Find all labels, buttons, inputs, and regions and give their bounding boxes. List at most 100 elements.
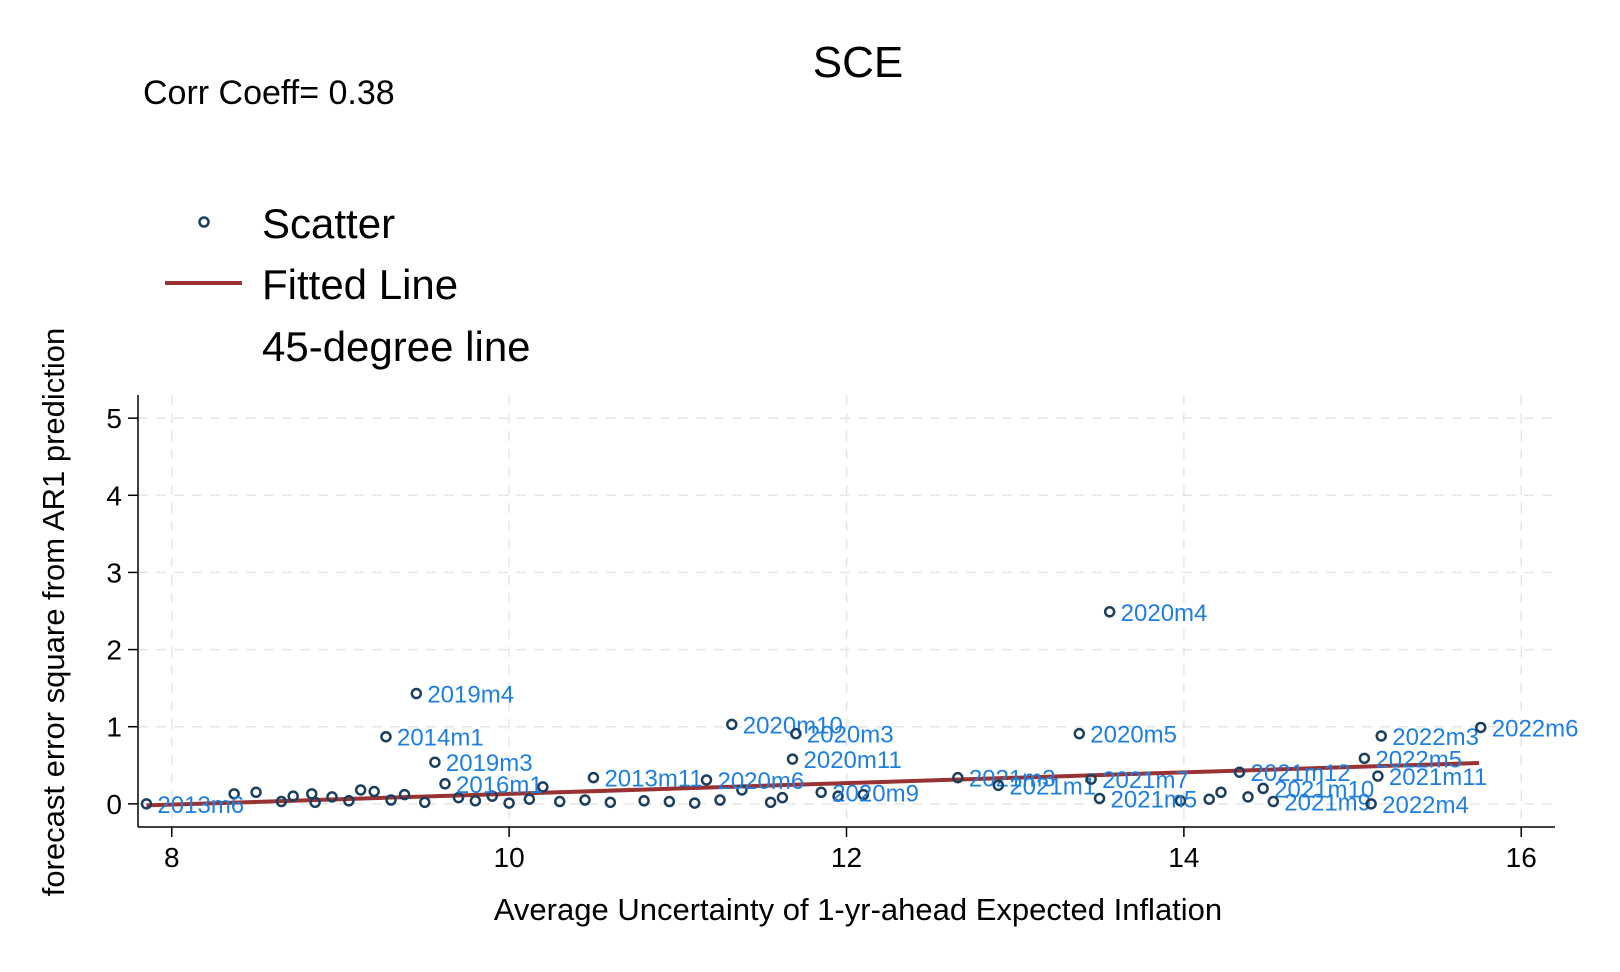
point-label: 2021m1 bbox=[1009, 773, 1096, 800]
point-label: 2019m4 bbox=[427, 682, 514, 709]
scatter-point bbox=[1475, 721, 1487, 734]
scatter-point bbox=[714, 794, 726, 806]
scatter-point bbox=[503, 797, 515, 809]
point-label: 2021m7 bbox=[1102, 767, 1189, 794]
point-label: 2014m1 bbox=[397, 725, 484, 752]
point-label: 2022m5 bbox=[1375, 746, 1462, 773]
scatter-point bbox=[1257, 782, 1269, 795]
scatter-point bbox=[275, 795, 288, 808]
legend-scatter-label: Scatter bbox=[262, 200, 395, 247]
scatter-point bbox=[638, 795, 650, 807]
scatter-point bbox=[663, 795, 676, 808]
legend-scatter-marker bbox=[198, 216, 210, 228]
scatter-point bbox=[1103, 606, 1116, 618]
point-label: 2013m6 bbox=[157, 792, 244, 819]
scatter-point bbox=[1365, 798, 1377, 810]
scatter-point bbox=[952, 771, 964, 784]
scatter-point bbox=[1242, 791, 1254, 803]
scatter-point bbox=[439, 778, 451, 790]
point-label: 2021m3 bbox=[969, 766, 1056, 793]
scatter-point bbox=[726, 718, 738, 731]
x-tick-label: 10 bbox=[494, 842, 525, 873]
point-label: 2019m3 bbox=[446, 750, 533, 777]
grid bbox=[138, 395, 1555, 827]
scatter-point bbox=[553, 795, 566, 808]
scatter-point bbox=[1233, 766, 1246, 778]
point-label: 2020m4 bbox=[1121, 600, 1208, 627]
scatter-point bbox=[587, 771, 600, 784]
scatter-point bbox=[1093, 792, 1106, 805]
scatter-point bbox=[688, 797, 701, 809]
scatter-point bbox=[469, 795, 482, 807]
scatter-point bbox=[700, 774, 713, 786]
scatter-point bbox=[1174, 795, 1187, 807]
x-axis-label: Average Uncertainty of 1-yr-ahead Expect… bbox=[494, 892, 1222, 927]
scatter-point bbox=[250, 786, 262, 799]
scatter-point bbox=[1215, 786, 1227, 799]
point-label: 2020m6 bbox=[717, 768, 804, 795]
scatter-point bbox=[832, 790, 844, 802]
legend-fitted-label: Fitted Line bbox=[262, 261, 458, 308]
scatter-point bbox=[1358, 752, 1371, 765]
scatter-point bbox=[140, 798, 153, 810]
scatter-point bbox=[537, 781, 549, 793]
point-label: 2020m10 bbox=[743, 712, 843, 739]
scatter-point bbox=[385, 794, 397, 806]
fitted-line bbox=[146, 760, 1480, 808]
point-label: 2020m9 bbox=[832, 780, 919, 807]
scatter-point bbox=[419, 796, 431, 809]
x-tick-label: 12 bbox=[831, 842, 862, 873]
scatter-point bbox=[579, 794, 591, 806]
fitted-line-layer bbox=[146, 760, 1480, 808]
legend-45-degree-label: 45-degree line bbox=[262, 323, 531, 370]
scatter-point bbox=[992, 779, 1005, 792]
scatter-point bbox=[790, 727, 802, 740]
scatter-point bbox=[452, 791, 465, 804]
x-tick-label: 16 bbox=[1506, 842, 1537, 873]
scatter-point bbox=[309, 796, 321, 809]
y-tick-label: 4 bbox=[106, 480, 122, 511]
point-label: 2021m10 bbox=[1274, 776, 1374, 803]
scatter-point bbox=[1372, 770, 1384, 782]
scatter-point bbox=[1203, 793, 1215, 805]
y-tick-label: 3 bbox=[106, 557, 122, 588]
scatter-point bbox=[523, 793, 536, 805]
point-label: 2020m11 bbox=[804, 747, 902, 774]
scatter-point bbox=[776, 791, 789, 804]
scatter-point bbox=[857, 788, 870, 801]
scatter-point bbox=[736, 784, 748, 796]
point-label: 2022m6 bbox=[1492, 715, 1579, 742]
y-tick-label: 0 bbox=[106, 789, 122, 820]
point-label: 2016m1 bbox=[456, 772, 543, 799]
scatter-point bbox=[786, 753, 799, 765]
scatter-point bbox=[1085, 773, 1097, 785]
scatter-point bbox=[380, 730, 392, 743]
scatter-point bbox=[1267, 795, 1280, 808]
scatter-point bbox=[287, 790, 299, 802]
scatter-point bbox=[326, 791, 338, 803]
chart-title: SCE bbox=[813, 38, 903, 87]
y-tick-label: 2 bbox=[106, 635, 122, 666]
scatter-point bbox=[486, 790, 498, 802]
x-tick-label: 14 bbox=[1168, 842, 1199, 873]
scatter-point bbox=[429, 756, 441, 768]
scatter-point bbox=[764, 796, 777, 809]
scatter-point bbox=[604, 796, 617, 809]
scatter-point bbox=[354, 784, 367, 796]
point-label: 2021m11 bbox=[1389, 764, 1487, 791]
scatter-point bbox=[398, 788, 411, 801]
corr-coeff-annotation: Corr Coeff= 0.38 bbox=[143, 74, 395, 112]
scatter-point bbox=[1073, 727, 1086, 740]
y-axis-label: forecast error square from AR1 predictio… bbox=[36, 328, 71, 897]
scatter-point bbox=[1375, 730, 1387, 742]
point-label: 2020m5 bbox=[1090, 722, 1177, 749]
point-label: 2022m4 bbox=[1382, 792, 1469, 819]
scatter-point bbox=[815, 786, 827, 799]
scatter-point bbox=[343, 795, 355, 807]
scatter-point bbox=[368, 785, 380, 798]
scatter-point bbox=[228, 788, 240, 800]
scatter-point bbox=[410, 687, 423, 700]
point-label: 2021m9 bbox=[1284, 790, 1371, 817]
